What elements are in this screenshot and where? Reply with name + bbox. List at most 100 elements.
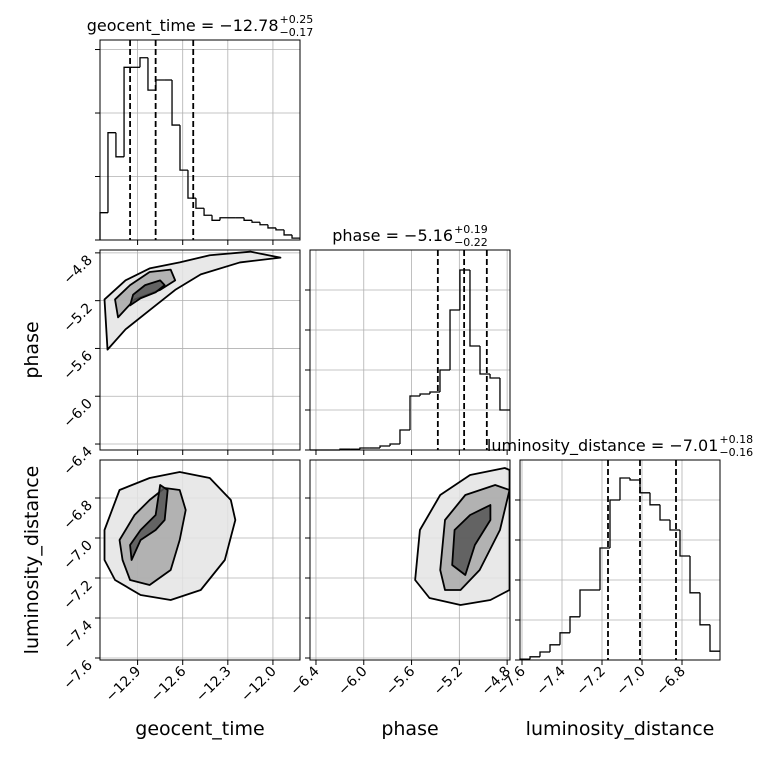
histogram-bin bbox=[499, 378, 510, 411]
histogram-bin bbox=[609, 499, 620, 548]
histogram-bin bbox=[203, 208, 213, 216]
title-plus: +0.19 bbox=[454, 223, 488, 236]
histogram-bin bbox=[709, 624, 720, 652]
panel-frame bbox=[99, 39, 301, 241]
y-tick-label: −6.8 bbox=[60, 498, 95, 533]
y-tick-label: −7.4 bbox=[60, 617, 95, 652]
y-tick-label: −4.8 bbox=[60, 252, 95, 287]
panel-title: luminosity_distance = −7.01 +0.18−0.16 bbox=[487, 433, 753, 459]
y-tick-label: −5.2 bbox=[60, 300, 95, 335]
panel-frame bbox=[519, 459, 721, 661]
histogram-bin bbox=[629, 478, 640, 481]
panel-frame bbox=[309, 249, 511, 451]
y-tick-label: −5.6 bbox=[60, 348, 95, 383]
histogram-bin bbox=[569, 616, 580, 633]
histogram-bin bbox=[699, 592, 710, 626]
x-tick-label: −6.8 bbox=[653, 664, 688, 699]
histogram-bin bbox=[251, 220, 260, 223]
x-axis-label: geocent_time bbox=[135, 718, 264, 740]
histogram-bin bbox=[259, 222, 268, 226]
histogram-bin bbox=[639, 480, 650, 494]
panel-frame bbox=[99, 459, 301, 661]
histogram-bin bbox=[649, 492, 660, 506]
histogram-bin bbox=[419, 393, 430, 396]
histogram-bin bbox=[155, 79, 165, 91]
histogram-bin bbox=[275, 227, 285, 231]
contour bbox=[118, 487, 187, 586]
histogram-bin bbox=[689, 556, 700, 594]
y-tick-label: −7.0 bbox=[60, 538, 95, 573]
y-tick-label: −7.6 bbox=[60, 657, 95, 692]
title-plus: +0.25 bbox=[280, 13, 314, 26]
contour bbox=[129, 279, 166, 307]
histogram-bin bbox=[579, 589, 590, 617]
x-tick-label: −6.0 bbox=[335, 664, 370, 699]
x-axis-label: phase bbox=[381, 718, 438, 740]
histogram-bin bbox=[179, 125, 188, 171]
panel-title-text: geocent_time = −12.78 bbox=[87, 16, 279, 36]
histogram-bin bbox=[549, 644, 560, 652]
title-minus: −0.17 bbox=[280, 26, 314, 39]
y-tick-label: −6.0 bbox=[60, 396, 95, 431]
histogram-bin bbox=[529, 656, 540, 660]
histogram-bin bbox=[619, 477, 630, 500]
histogram-bin bbox=[599, 547, 610, 590]
x-tick-label: −12.6 bbox=[148, 663, 190, 705]
histogram-bin bbox=[291, 234, 300, 239]
x-tick-label: −5.6 bbox=[383, 663, 418, 698]
panel-title-text: luminosity_distance = −7.01 bbox=[487, 436, 718, 456]
y-tick-label: −6.4 bbox=[60, 443, 95, 478]
panel-title: geocent_time = −12.78 +0.25−0.17 bbox=[87, 13, 314, 39]
panel-frame bbox=[99, 249, 301, 451]
histogram-bin bbox=[659, 504, 670, 521]
histogram-bin bbox=[115, 132, 125, 158]
histogram-bin bbox=[211, 215, 220, 221]
histogram-bin bbox=[379, 445, 391, 448]
histogram-bin bbox=[449, 309, 460, 370]
histogram-bin bbox=[219, 217, 228, 221]
panel-title-text: phase = −5.16 bbox=[332, 226, 453, 245]
histogram-bin bbox=[479, 346, 491, 375]
histogram-bin bbox=[283, 229, 293, 236]
histogram-bin bbox=[559, 632, 570, 645]
histogram-bin bbox=[359, 447, 370, 450]
histogram-bin bbox=[469, 270, 481, 347]
histogram-bin bbox=[539, 651, 550, 657]
title-plus: +0.18 bbox=[719, 433, 753, 446]
x-tick-label: −5.2 bbox=[431, 664, 466, 699]
x-tick-label: −7.0 bbox=[613, 664, 648, 699]
histogram-bin bbox=[139, 57, 148, 68]
y-axis-label: luminosity_distance bbox=[21, 466, 43, 655]
histogram-bin bbox=[267, 224, 276, 229]
x-tick-label: −12.9 bbox=[103, 664, 145, 706]
histogram-bin bbox=[389, 443, 400, 446]
x-tick-label: −6.4 bbox=[287, 663, 322, 698]
histogram-bin bbox=[147, 57, 156, 91]
x-tick-label: −7.4 bbox=[533, 663, 568, 698]
x-tick-label: −12.0 bbox=[238, 664, 280, 706]
histogram-bin bbox=[439, 369, 451, 392]
title-minus: −0.16 bbox=[719, 446, 753, 459]
contour bbox=[451, 504, 492, 576]
y-tick-label: −7.2 bbox=[60, 578, 95, 613]
histogram-bin bbox=[409, 395, 421, 430]
histogram-bin bbox=[429, 391, 440, 394]
title-minus: −0.22 bbox=[454, 236, 488, 249]
histogram-bin bbox=[99, 212, 108, 240]
x-axis-label: luminosity_distance bbox=[526, 718, 715, 740]
x-tick-label: −7.2 bbox=[573, 664, 608, 699]
x-tick-label: −12.3 bbox=[193, 664, 235, 706]
histogram-bin bbox=[243, 217, 253, 221]
y-axis-label: phase bbox=[21, 321, 43, 378]
histogram-bin bbox=[459, 269, 470, 310]
histogram-bin bbox=[195, 198, 205, 209]
panel-title: phase = −5.16 +0.19−0.22 bbox=[332, 223, 488, 249]
histogram-bin bbox=[399, 429, 410, 444]
histogram-bin bbox=[669, 520, 680, 531]
panel-frame bbox=[309, 459, 511, 661]
histogram-bin bbox=[171, 80, 180, 126]
contour bbox=[129, 484, 169, 561]
histogram-bin bbox=[187, 170, 196, 199]
histogram-bin bbox=[679, 530, 690, 557]
